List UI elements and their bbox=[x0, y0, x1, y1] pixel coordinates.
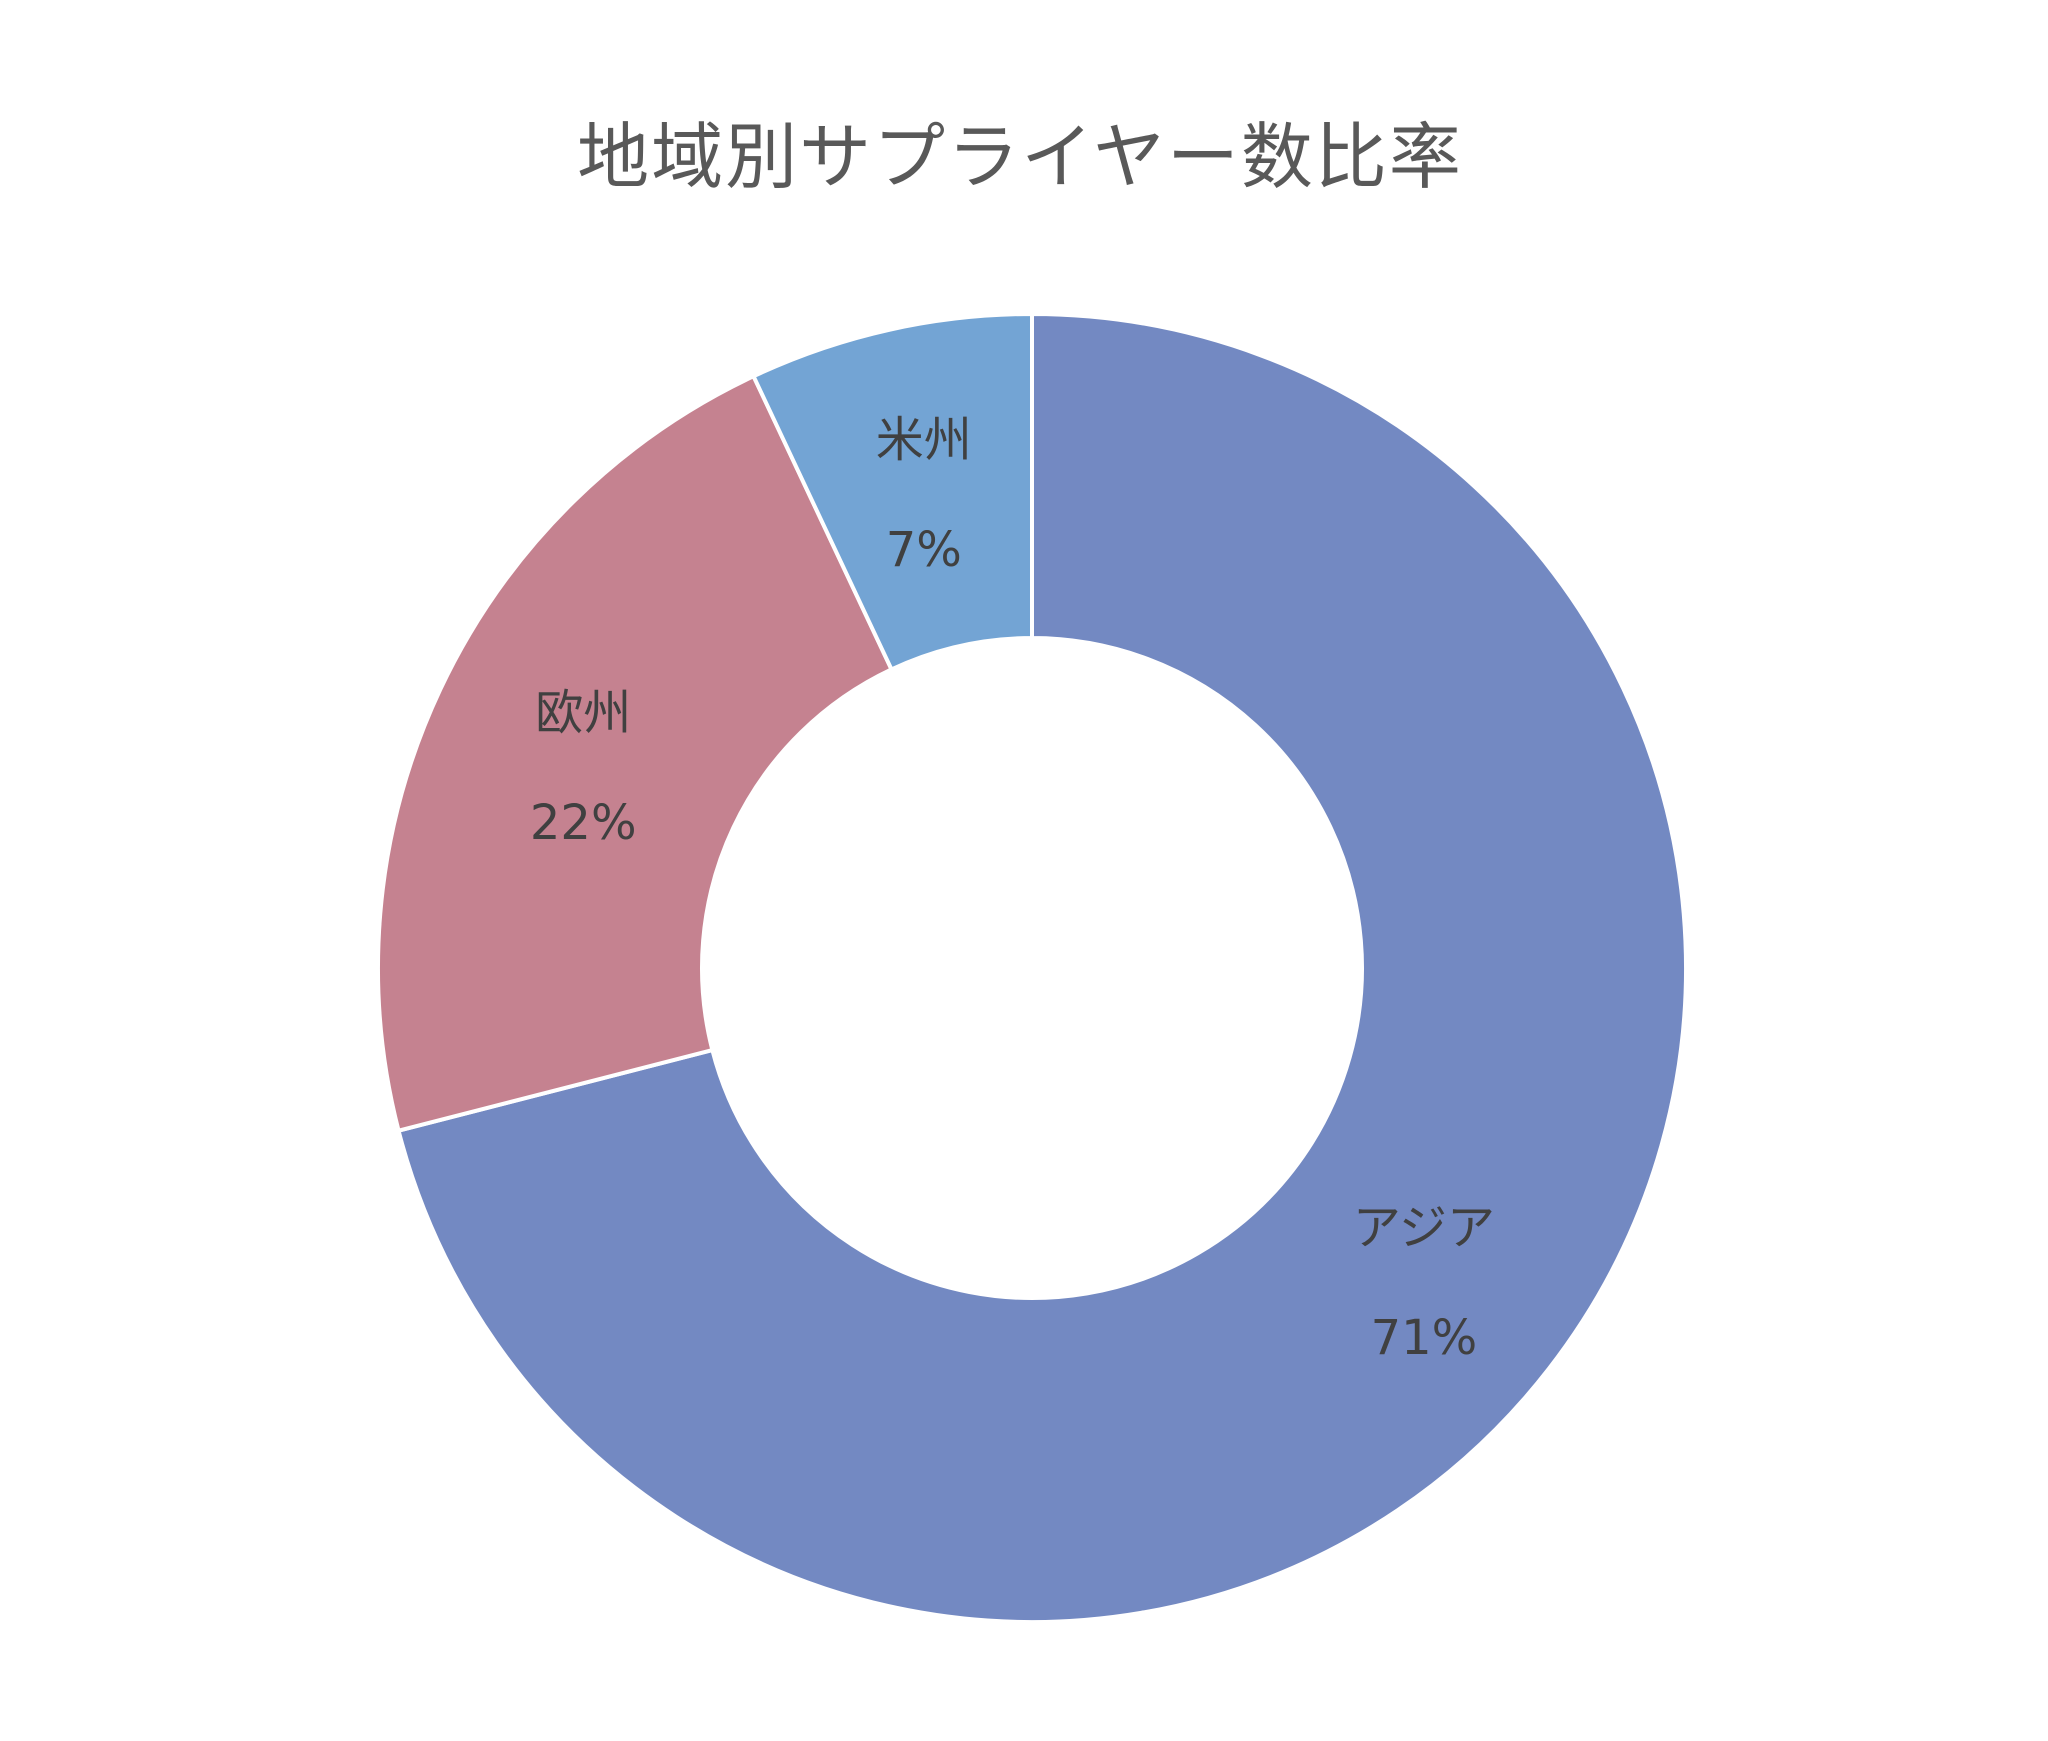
chart-title: 地域別サプライヤー数比率 bbox=[577, 115, 1463, 199]
slice-label-name: 欧州 bbox=[535, 685, 631, 741]
slice-label-value: 71% bbox=[1371, 1310, 1478, 1366]
slice-2 bbox=[376, 373, 895, 1134]
slice-3 bbox=[750, 311, 1034, 673]
slice-label-value: 22% bbox=[530, 795, 637, 851]
slice-label-name: 米州 bbox=[876, 412, 972, 468]
slice-label-value: 7% bbox=[886, 522, 962, 578]
donut-slices bbox=[376, 311, 1688, 1624]
slice-labels: アジア 71% 欧州 22% 米州 7% bbox=[530, 412, 1495, 1366]
slice-1 bbox=[396, 311, 1688, 1624]
slice-label-name: アジア bbox=[1353, 1200, 1495, 1256]
